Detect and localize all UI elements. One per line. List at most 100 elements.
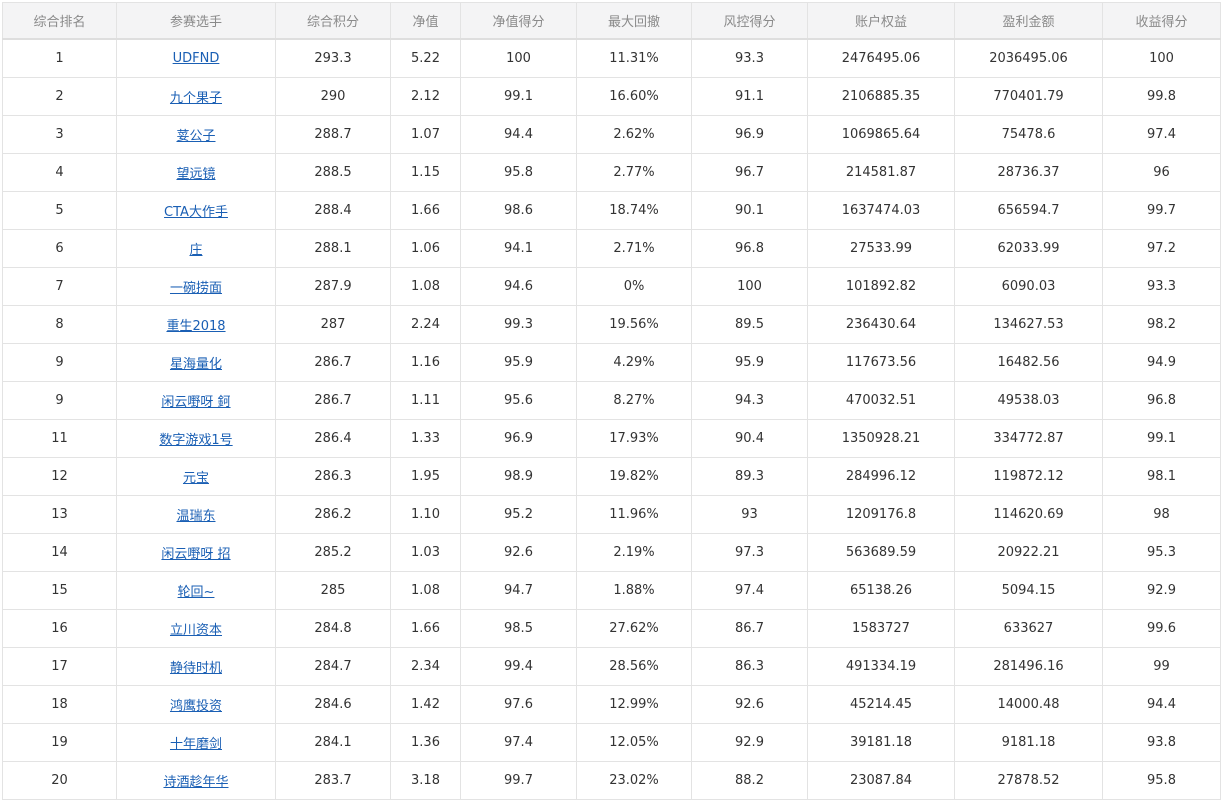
risk-score-cell: 97.4 [691, 571, 808, 610]
profit-amount-cell: 62033.99 [954, 229, 1103, 268]
profit-amount-cell: 28736.37 [954, 153, 1103, 192]
profit-amount-cell: 14000.48 [954, 685, 1103, 724]
return-score-cell: 95.8 [1102, 761, 1221, 800]
risk-score-cell: 94.3 [691, 381, 808, 420]
player-link[interactable]: 轮回~ [177, 585, 215, 600]
net-value-score-cell: 94.7 [460, 571, 577, 610]
header-rank: 综合排名 [2, 2, 117, 40]
player-link[interactable]: 重生2018 [166, 319, 226, 334]
player-cell: 温瑞东 [116, 495, 276, 534]
total-score-cell: 283.7 [275, 761, 391, 800]
risk-score-cell: 88.2 [691, 761, 808, 800]
profit-amount-cell: 16482.56 [954, 343, 1103, 382]
net-value-score-cell: 94.4 [460, 115, 577, 154]
table-row: 19 十年磨剑 284.1 1.36 97.4 12.05% 92.9 39181.18 918… [2, 723, 1221, 762]
profit-amount-cell: 49538.03 [954, 381, 1103, 420]
total-score-cell: 286.7 [275, 343, 391, 382]
header-net-value: 净值 [390, 2, 461, 40]
net-value-score-cell: 99.7 [460, 761, 577, 800]
max-drawdown-cell: 8.27% [576, 381, 692, 420]
risk-score-cell: 93 [691, 495, 808, 534]
risk-score-cell: 90.1 [691, 191, 808, 230]
player-link[interactable]: 数字游戏1号 [159, 433, 233, 448]
player-link[interactable]: 星海量化 [169, 357, 222, 372]
return-score-cell: 92.9 [1102, 571, 1221, 610]
rank-cell: 20 [2, 761, 117, 800]
profit-amount-cell: 656594.7 [954, 191, 1103, 230]
max-drawdown-cell: 17.93% [576, 419, 692, 458]
net-value-cell: 1.07 [390, 115, 461, 154]
account-equity-cell: 2476495.06 [807, 38, 955, 78]
rank-cell: 8 [2, 305, 117, 344]
total-score-cell: 288.7 [275, 115, 391, 154]
account-equity-cell: 27533.99 [807, 229, 955, 268]
profit-amount-cell: 334772.87 [954, 419, 1103, 458]
profit-amount-cell: 9181.18 [954, 723, 1103, 762]
player-cell: 数字游戏1号 [116, 419, 276, 458]
player-link[interactable]: 立川资本 [169, 623, 222, 638]
player-link[interactable]: 温瑞东 [176, 509, 216, 524]
net-value-cell: 5.22 [390, 38, 461, 78]
player-link[interactable]: 望远镜 [176, 167, 216, 182]
total-score-cell: 286.7 [275, 381, 391, 420]
max-drawdown-cell: 2.71% [576, 229, 692, 268]
player-cell: 鸿鹰投资 [116, 685, 276, 724]
table-row: 13 温瑞东 286.2 1.10 95.2 11.96% 93 1209176.8 11462… [2, 495, 1221, 534]
player-link[interactable]: 闲云嘢呀 招 [161, 547, 231, 562]
rank-cell: 12 [2, 457, 117, 496]
total-score-cell: 284.6 [275, 685, 391, 724]
account-equity-cell: 1209176.8 [807, 495, 955, 534]
player-link[interactable]: 闲云嘢呀 鈳 [161, 395, 231, 410]
return-score-cell: 94.9 [1102, 343, 1221, 382]
table-row: 5 CTA大作手 288.4 1.66 98.6 18.74% 90.1 1637474.03… [2, 191, 1221, 230]
account-equity-cell: 65138.26 [807, 571, 955, 610]
net-value-cell: 1.36 [390, 723, 461, 762]
player-cell: 九个果子 [116, 77, 276, 116]
account-equity-cell: 117673.56 [807, 343, 955, 382]
net-value-cell: 1.66 [390, 609, 461, 648]
player-link[interactable]: 诗酒趁年华 [163, 775, 229, 790]
rank-cell: 16 [2, 609, 117, 648]
net-value-score-cell: 95.6 [460, 381, 577, 420]
return-score-cell: 99.6 [1102, 609, 1221, 648]
risk-score-cell: 90.4 [691, 419, 808, 458]
net-value-score-cell: 97.6 [460, 685, 577, 724]
player-cell: 一碗捞面 [116, 267, 276, 306]
max-drawdown-cell: 11.96% [576, 495, 692, 534]
total-score-cell: 287 [275, 305, 391, 344]
table-row: 3 荽公子 288.7 1.07 94.4 2.62% 96.9 1069865.64 7547… [2, 115, 1221, 154]
net-value-cell: 1.08 [390, 571, 461, 610]
player-link[interactable]: CTA大作手 [164, 205, 228, 220]
player-link[interactable]: 庄 [189, 243, 203, 258]
risk-score-cell: 96.8 [691, 229, 808, 268]
max-drawdown-cell: 27.62% [576, 609, 692, 648]
net-value-cell: 1.08 [390, 267, 461, 306]
risk-score-cell: 97.3 [691, 533, 808, 572]
player-link[interactable]: 静待时机 [169, 661, 222, 676]
return-score-cell: 99 [1102, 647, 1221, 686]
account-equity-cell: 45214.45 [807, 685, 955, 724]
player-cell: 星海量化 [116, 343, 276, 382]
net-value-cell: 1.06 [390, 229, 461, 268]
account-equity-cell: 1583727 [807, 609, 955, 648]
player-link[interactable]: 一碗捞面 [169, 281, 222, 296]
player-cell: 庄 [116, 229, 276, 268]
player-link[interactable]: 荽公子 [176, 129, 216, 144]
player-cell: 元宝 [116, 457, 276, 496]
risk-score-cell: 96.9 [691, 115, 808, 154]
net-value-cell: 1.33 [390, 419, 461, 458]
return-score-cell: 93.3 [1102, 267, 1221, 306]
max-drawdown-cell: 12.05% [576, 723, 692, 762]
rank-cell: 4 [2, 153, 117, 192]
player-link[interactable]: 鸿鹰投资 [169, 699, 222, 714]
player-link[interactable]: 元宝 [182, 471, 209, 486]
player-cell: 诗酒趁年华 [116, 761, 276, 800]
player-link[interactable]: 九个果子 [169, 91, 222, 106]
max-drawdown-cell: 19.82% [576, 457, 692, 496]
player-link[interactable]: UDFND [172, 51, 220, 66]
header-max-drawdown: 最大回撤 [576, 2, 692, 40]
rank-cell: 7 [2, 267, 117, 306]
player-link[interactable]: 十年磨剑 [169, 737, 222, 752]
header-risk-score: 风控得分 [691, 2, 808, 40]
net-value-score-cell: 95.8 [460, 153, 577, 192]
